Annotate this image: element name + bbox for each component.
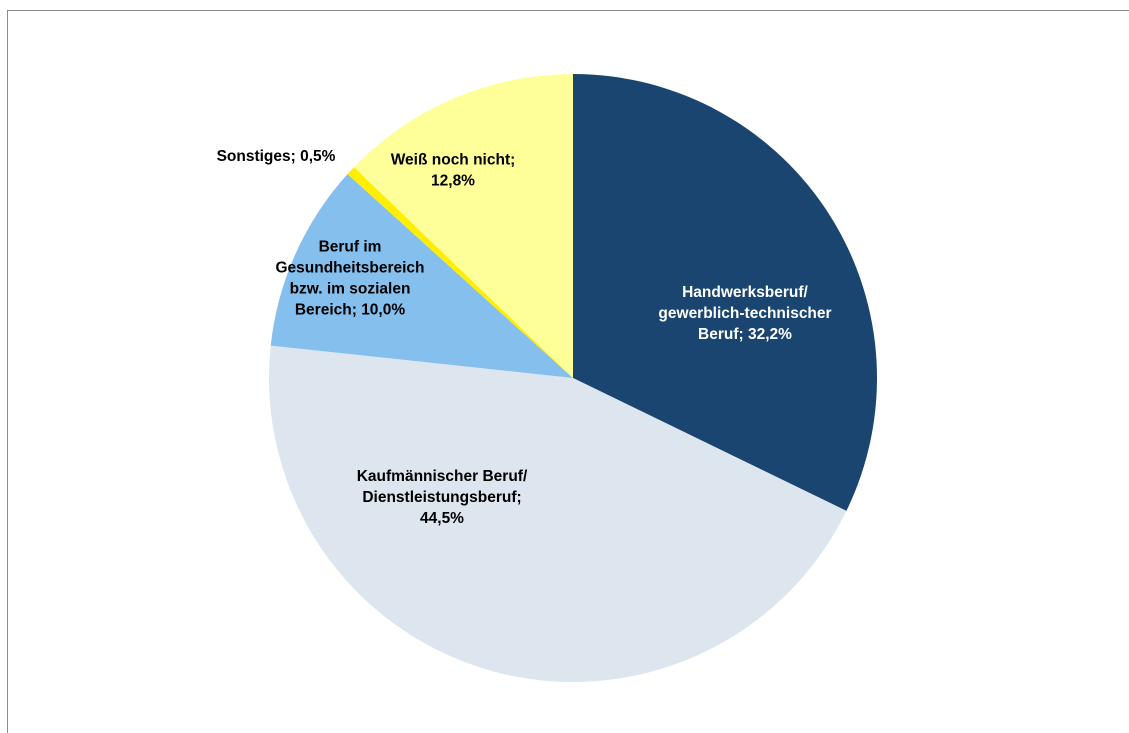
pie-label-line: bzw. im sozialen xyxy=(290,281,411,298)
pie-label-line: Handwerksberuf/ xyxy=(682,284,808,301)
pie-slice-beruf-im-gesundheitsbereich-bzw-im-sozialen-bereich xyxy=(270,174,573,378)
pie-slice-sonstiges xyxy=(347,167,573,378)
pie-slice-kaufmaennischer-beruf-dienstleistungsberuf xyxy=(268,345,847,683)
pie-slices xyxy=(268,74,877,683)
pie-label-line: 12,8% xyxy=(431,173,475,190)
pie-label-handwerksberuf-gewerblich-technischer-beruf: Handwerksberuf/gewerblich-technischer Ber… xyxy=(658,284,831,343)
pie-label-line: Beruf im xyxy=(319,239,382,256)
pie-slice-weiss-noch-nicht xyxy=(354,74,573,378)
pie-label-line: Weiß noch nicht; xyxy=(391,152,516,169)
pie-label-line: Beruf; 32,2% xyxy=(698,326,792,343)
pie-label-line: Sonstiges; 0,5% xyxy=(217,148,336,165)
pie-label-line: Gesundheitsbereich xyxy=(275,260,424,277)
pie-labels: Handwerksberuf/gewerblich-technischer Ber… xyxy=(217,148,832,527)
pie-label-line: Bereich; 10,0% xyxy=(295,302,405,319)
pie-label-kaufmaennischer-beruf-dienstleistungsberuf: Kaufmännischer Beruf/Dienstleistungsberu… xyxy=(357,468,528,527)
pie-label-sonstiges: Sonstiges; 0,5% xyxy=(217,148,336,165)
pie-label-line: Kaufmännischer Beruf/ xyxy=(357,468,528,485)
pie-label-line: Dienstleistungsberuf; xyxy=(362,489,521,506)
pie-label-line: gewerblich-technischer xyxy=(658,305,831,322)
pie-slice-handwerksberuf-gewerblich-technischer-beruf xyxy=(573,74,877,511)
pie-label-line: 44,5% xyxy=(420,510,464,527)
pie-label-weiss-noch-nicht: Weiß noch nicht; 12,8% xyxy=(391,152,516,190)
pie-label-beruf-im-gesundheitsbereich-bzw-im-sozialen-bereich: Beruf im Gesundheitsbereich bzw. im sozial… xyxy=(275,239,424,319)
